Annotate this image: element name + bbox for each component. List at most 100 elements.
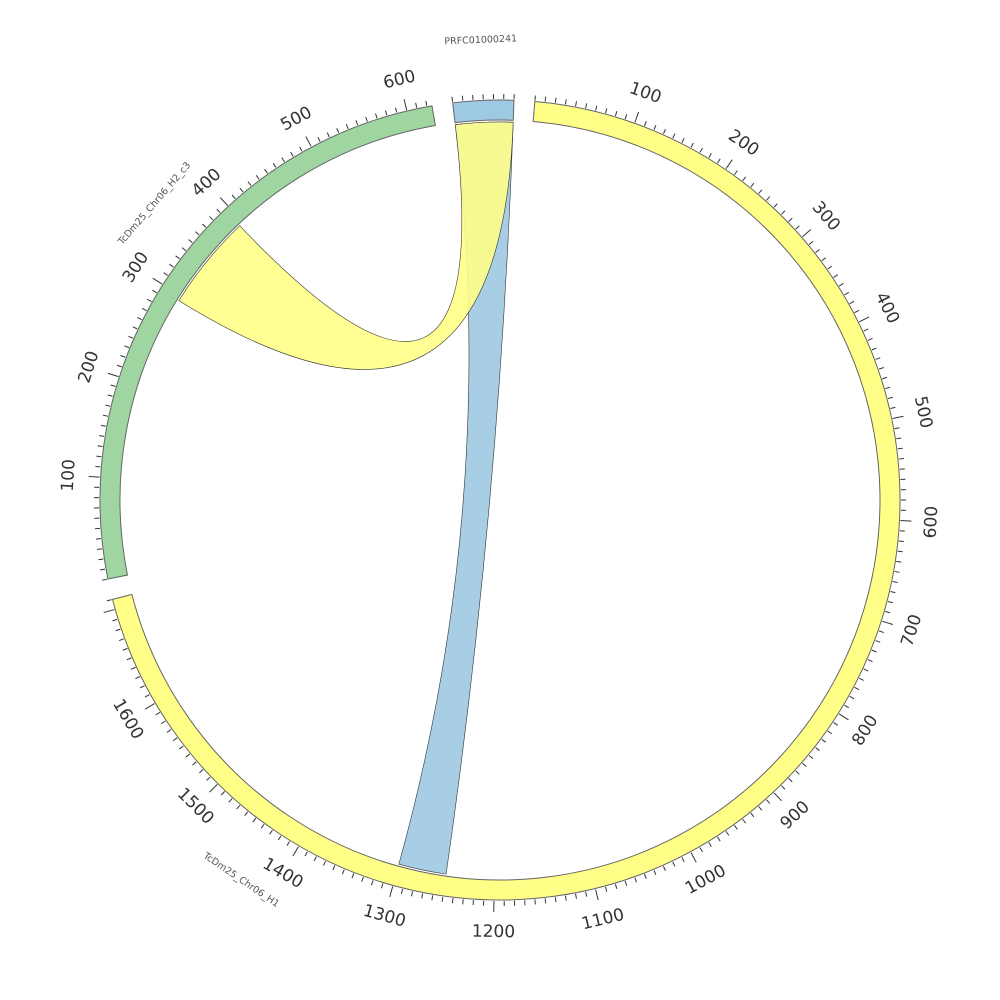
minor-tick — [260, 823, 265, 829]
major-tick — [725, 159, 733, 170]
major-tick — [882, 620, 893, 625]
tick-label-h2-600: 600 — [381, 66, 417, 93]
minor-tick — [802, 762, 807, 767]
minor-tick — [336, 128, 340, 134]
minor-tick — [118, 638, 124, 642]
minor-tick — [544, 96, 547, 102]
minor-tick — [867, 659, 873, 663]
minor-tick — [102, 414, 108, 417]
minor-tick — [585, 891, 588, 897]
tick-label-h1-100: 100 — [627, 78, 664, 108]
major-tick — [144, 703, 155, 710]
minor-tick — [795, 770, 800, 775]
minor-tick — [717, 158, 721, 164]
minor-tick — [130, 666, 136, 670]
minor-tick — [821, 257, 827, 262]
minor-tick — [781, 210, 786, 215]
minor-tick — [451, 898, 454, 904]
tick-label-h1-600: 600 — [921, 505, 943, 538]
minor-tick — [844, 704, 850, 709]
minor-tick — [725, 830, 730, 836]
tick-label-h1-300: 300 — [808, 198, 844, 236]
major-tick — [219, 197, 229, 206]
minor-tick — [699, 847, 703, 853]
minor-tick — [172, 737, 178, 742]
minor-tick — [216, 208, 221, 214]
minor-tick — [425, 100, 428, 106]
tick-label-h1-1400: 1400 — [259, 854, 306, 893]
minor-tick — [742, 176, 747, 182]
minor-tick — [867, 337, 873, 341]
minor-tick — [126, 657, 132, 661]
sequence-name-h2: TcDm25_Chr06_H2_c3 — [116, 160, 194, 248]
minor-tick — [887, 600, 893, 604]
minor-tick — [815, 249, 820, 253]
minor-tick — [181, 247, 187, 252]
minor-tick — [644, 873, 647, 879]
minor-tick — [585, 103, 588, 109]
major-tick — [103, 609, 115, 614]
minor-tick — [644, 121, 647, 127]
minor-tick — [854, 309, 860, 314]
minor-tick — [400, 888, 404, 894]
minor-tick — [854, 686, 860, 691]
minor-tick — [838, 282, 844, 287]
minor-tick — [892, 581, 898, 584]
minor-tick — [742, 818, 747, 824]
major-tick — [859, 316, 870, 323]
minor-tick — [898, 458, 904, 460]
minor-tick — [897, 550, 903, 553]
tick-label-h1-200: 200 — [724, 126, 762, 161]
tick-label-h1-700: 700 — [897, 612, 926, 649]
minor-tick — [795, 225, 800, 230]
minor-tick — [750, 182, 755, 188]
minor-tick — [185, 753, 191, 758]
minor-tick — [882, 376, 888, 380]
major-tick — [892, 415, 904, 420]
minor-tick — [166, 729, 172, 733]
minor-tick — [188, 239, 193, 244]
minor-tick — [808, 755, 814, 760]
minor-tick — [199, 769, 204, 774]
minor-tick — [878, 630, 884, 634]
minor-tick — [277, 835, 282, 841]
minor-tick — [122, 647, 128, 651]
minor-tick — [152, 289, 157, 294]
minor-tick — [833, 274, 839, 278]
minor-tick — [708, 153, 712, 158]
minor-tick — [269, 829, 273, 835]
major-tick — [152, 277, 163, 285]
minor-tick — [365, 116, 368, 122]
minor-tick — [179, 745, 184, 750]
minor-tick — [544, 898, 547, 904]
minor-tick — [141, 307, 147, 312]
minor-tick — [863, 328, 869, 332]
minor-tick — [124, 345, 130, 349]
minor-tick — [247, 181, 252, 186]
link-ribbon-prfc-h1 — [398, 121, 514, 875]
minor-tick — [887, 396, 893, 400]
tick-label-h2-400: 400 — [188, 165, 225, 202]
minor-tick — [672, 133, 676, 139]
minor-tick — [766, 196, 771, 201]
minor-tick — [815, 747, 820, 751]
major-tick — [389, 886, 394, 898]
minor-tick — [885, 610, 891, 614]
minor-tick — [575, 101, 578, 107]
sequence-segments — [99, 99, 901, 901]
minor-tick — [788, 217, 793, 222]
minor-tick — [137, 317, 143, 321]
minor-tick — [681, 137, 685, 143]
minor-tick — [894, 570, 900, 573]
minor-tick — [431, 895, 434, 901]
minor-tick — [332, 865, 336, 871]
minor-tick — [758, 189, 763, 194]
minor-tick — [614, 111, 618, 117]
minor-tick — [106, 599, 112, 602]
minor-tick — [878, 367, 884, 370]
minor-tick — [595, 105, 598, 111]
minor-tick — [871, 347, 877, 351]
tick-label-h1-1000: 1000 — [682, 861, 730, 899]
minor-tick — [355, 120, 359, 126]
minor-tick — [286, 841, 291, 846]
